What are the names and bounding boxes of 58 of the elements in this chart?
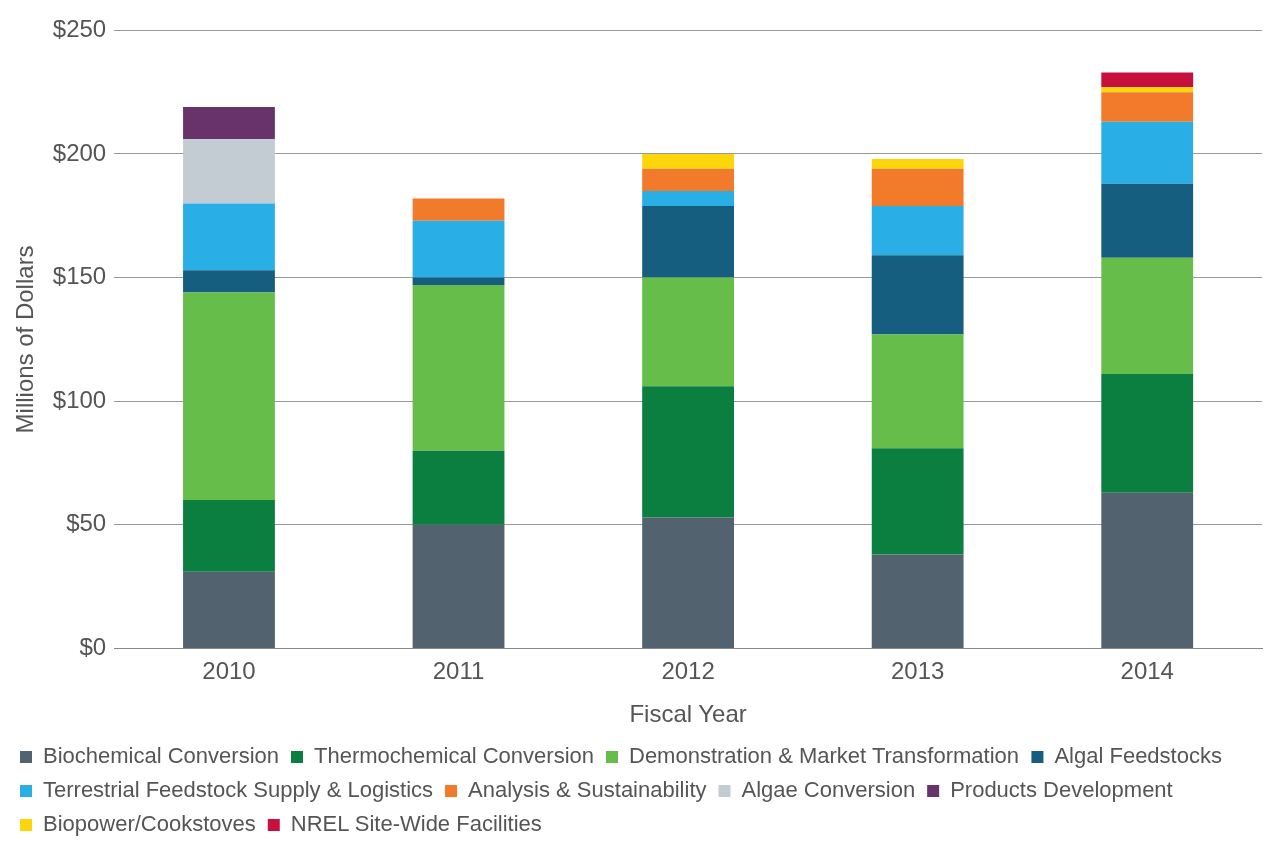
bar [871,554,964,648]
bar [871,168,964,206]
bar [183,571,275,648]
bar [1101,374,1194,493]
bar [183,500,275,572]
x-tick-label: 2014 [1120,657,1174,685]
bar [412,198,505,221]
bar [1101,257,1194,375]
bar [412,277,505,286]
y-tick-label: $0 [79,633,107,661]
y-tick-label: $100 [52,385,107,413]
bar [183,203,275,271]
legend-label: Thermochemical Conversion [314,743,594,769]
bar [871,158,964,169]
bar [183,107,275,140]
legend-label: Terrestrial Feedstock Supply & Logistics [43,777,434,803]
bar [1101,183,1194,258]
y-tick-label: $250 [52,15,107,43]
legend-label: NREL Site-Wide Facilities [290,811,542,837]
legend-label: Biopower/Cookstoves [43,811,256,837]
bar [1101,92,1194,122]
bar [183,270,275,293]
bar [1101,87,1194,93]
y-axis-title: Millions of Dollars [11,245,39,434]
bar [871,448,964,555]
bar [642,517,735,648]
x-axis-title: Fiscal Year [629,700,747,728]
y-tick-label: $200 [52,138,107,166]
legend-label: Algae Conversion [741,777,916,803]
bar [412,524,505,648]
y-tick-label: $50 [66,509,107,537]
bar [642,154,735,169]
x-tick-label: 2012 [661,657,715,685]
bar [412,285,505,451]
bar [642,277,735,387]
legend-label: Products Development [950,777,1173,803]
bar [871,334,964,449]
bar [1101,492,1194,648]
x-tick-label: 2010 [202,657,256,685]
x-tick-label: 2013 [890,657,945,685]
bar [1101,121,1194,184]
legend-label: Biochemical Conversion [43,743,279,769]
bar [642,168,735,192]
bar [412,220,505,278]
bar [183,292,275,501]
legend-label: Analysis & Sustainability [468,777,707,803]
legend-label: Demonstration & Market Transformation [628,743,1020,769]
bar [412,450,505,525]
y-tick-label: $150 [52,262,107,290]
legend-label: Algal Feedstocks [1054,743,1222,769]
bar [642,191,735,206]
bar [871,255,964,335]
bar [642,386,735,518]
bar [871,205,964,256]
bar [1101,72,1194,88]
bar [183,139,275,204]
x-tick-label: 2011 [432,657,485,685]
bar [642,205,735,278]
